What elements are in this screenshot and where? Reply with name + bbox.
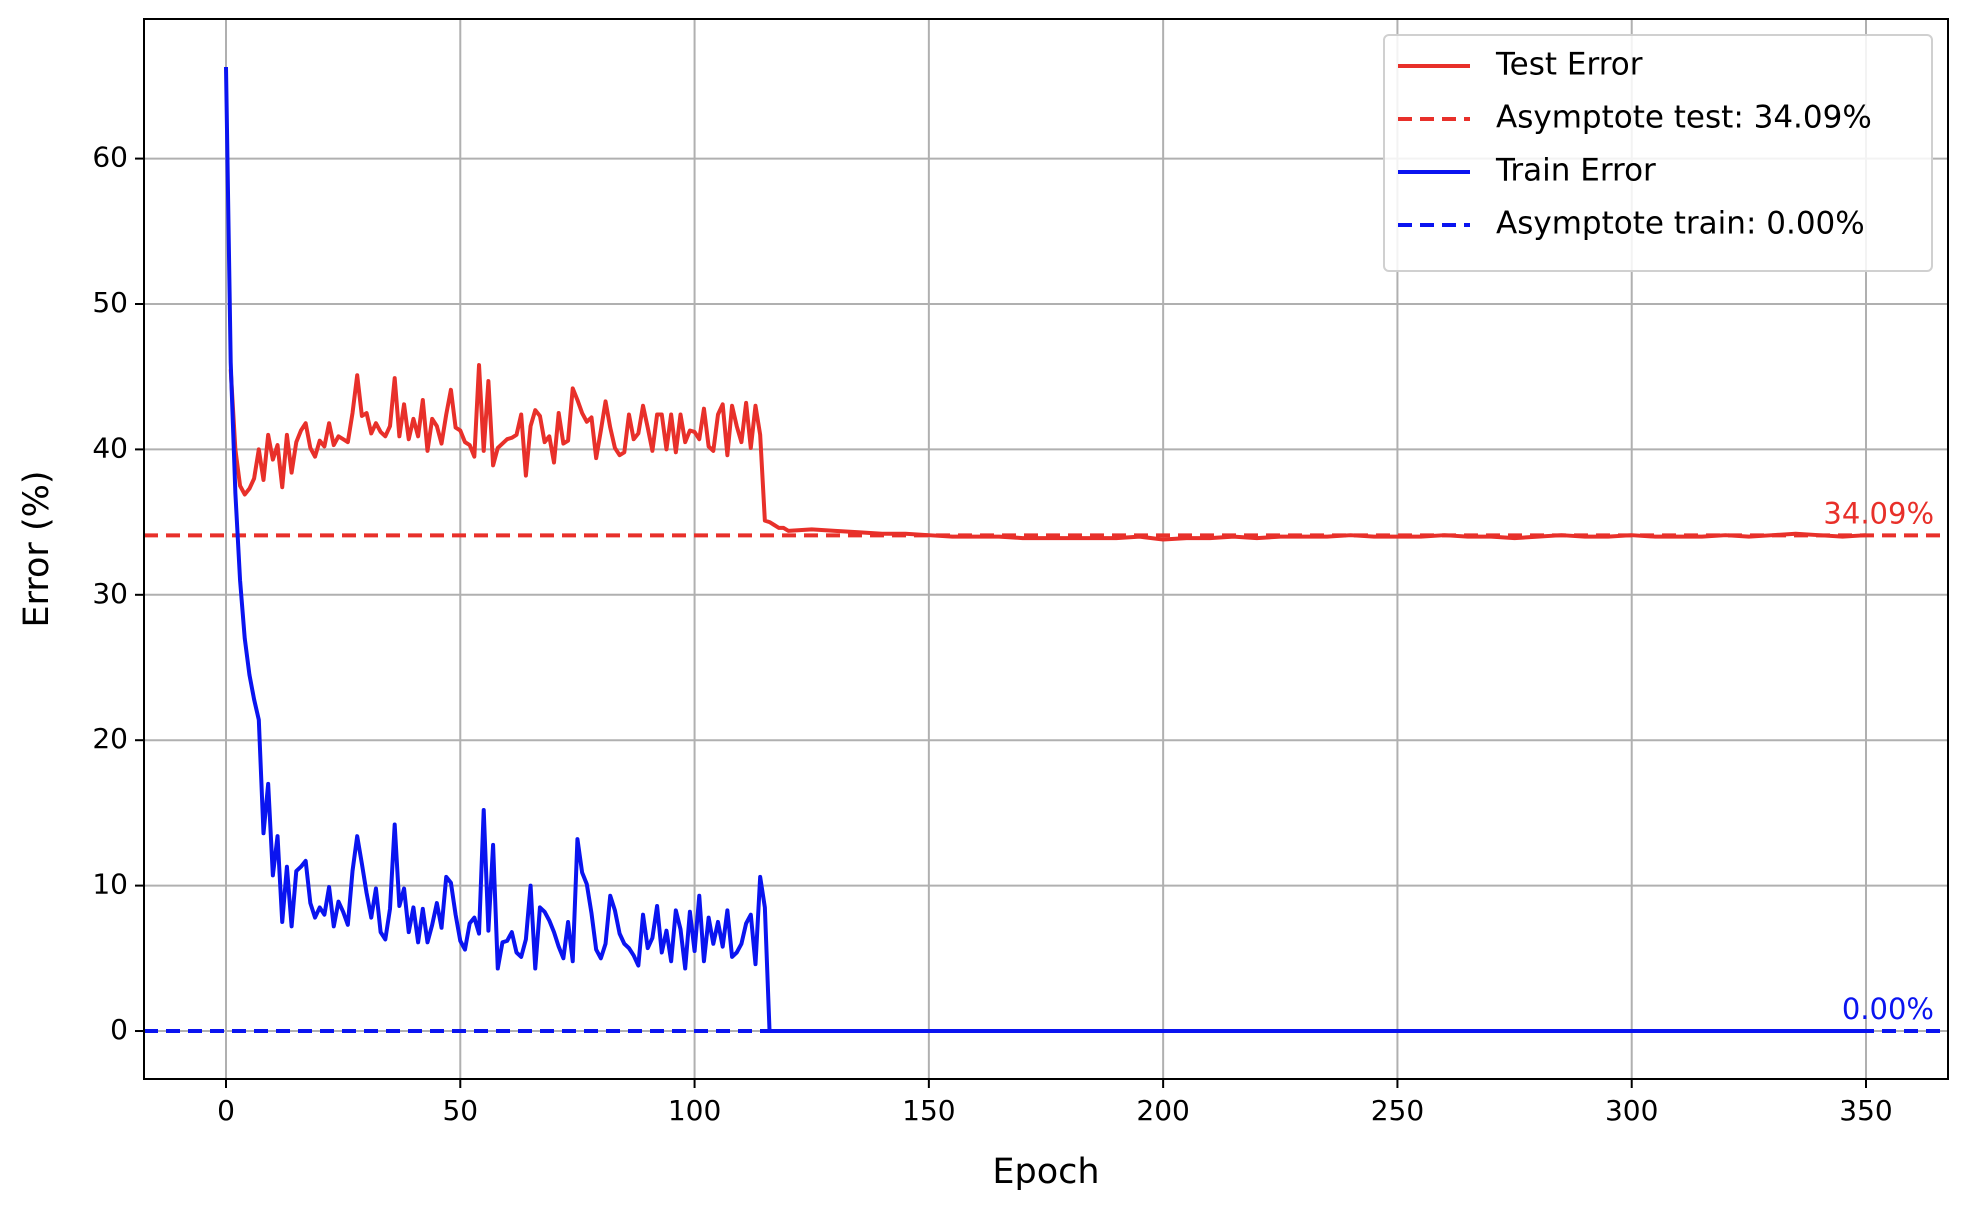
- y-tick-label: 50: [92, 286, 128, 319]
- y-tick-label: 40: [92, 431, 128, 464]
- legend-label: Train Error: [1495, 153, 1656, 189]
- x-tick-label: 250: [1371, 1094, 1424, 1127]
- line-series: [228, 363, 1867, 542]
- y-tick-label: 10: [92, 868, 128, 901]
- x-tick-label: 300: [1605, 1094, 1658, 1127]
- x-tick-label: 50: [442, 1094, 478, 1127]
- legend-label: Asymptote train: 0.00%: [1496, 206, 1865, 242]
- y-axis-label: Error (%): [17, 470, 57, 627]
- legend-box: [1383, 34, 1933, 272]
- legend-label: Test Error: [1495, 47, 1643, 83]
- x-axis-label: Epoch: [992, 1152, 1099, 1192]
- y-tick-label: 20: [92, 722, 128, 755]
- x-tick-label: 350: [1839, 1094, 1892, 1127]
- asymptote-label: 34.09%: [1823, 496, 1934, 530]
- y-tick-label: 30: [92, 577, 128, 610]
- legend-label: Asymptote test: 34.09%: [1496, 100, 1872, 136]
- asymptote-label: 0.00%: [1842, 992, 1934, 1026]
- line-series: [224, 66, 1866, 1034]
- legend: Test Error Asymptote test: 34.09% Train Er…: [1383, 34, 1933, 272]
- x-tick-label: 200: [1136, 1094, 1189, 1127]
- x-tick-label: 100: [668, 1094, 721, 1127]
- y-tick-label: 60: [92, 141, 128, 174]
- x-tick-label: 0: [217, 1094, 235, 1127]
- y-tick-label: 0: [110, 1013, 128, 1046]
- x-tick-label: 150: [902, 1094, 955, 1127]
- plot-frame: [143, 18, 1949, 1080]
